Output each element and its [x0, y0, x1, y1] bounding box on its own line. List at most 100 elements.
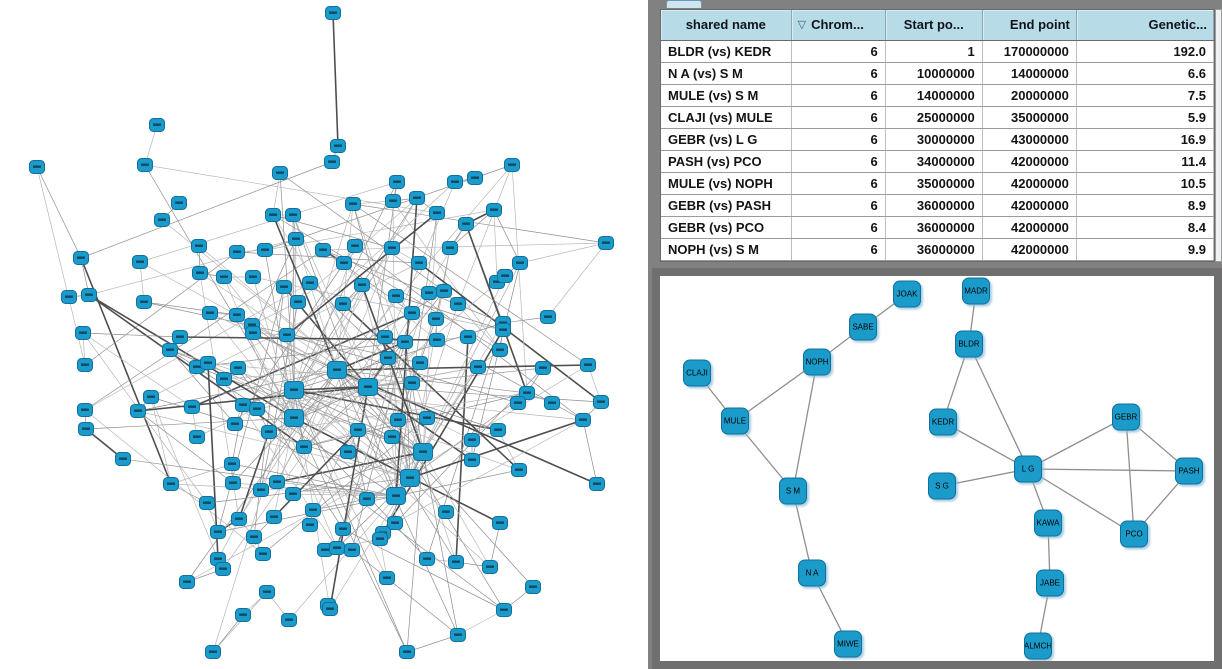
- overview-edge: [457, 164, 513, 305]
- network-edge-GEBR-PCO[interactable]: [1125, 416, 1135, 535]
- table-row[interactable]: NOPH (vs) S M 6 36000000 42000000 9.9: [661, 238, 1215, 261]
- table-cell: 9.9: [1076, 238, 1215, 261]
- network-node-SABE[interactable]: SABE: [849, 313, 877, 341]
- table-cell: 11.4: [1076, 150, 1215, 173]
- overview-edge: [293, 389, 584, 421]
- network-overview-panel[interactable]: [0, 0, 648, 669]
- network-node-ALMCH[interactable]: ALMCH: [1024, 632, 1052, 660]
- overview-node-label: [326, 607, 334, 610]
- table-row[interactable]: CLAJI (vs) MULE 6 25000000 35000000 5.9: [661, 106, 1215, 129]
- overview-edge: [395, 295, 504, 331]
- panel-tab-fragment[interactable]: [666, 0, 702, 8]
- overview-edge: [232, 417, 295, 484]
- overview-edge: [143, 301, 238, 316]
- network-node-JABE[interactable]: JABE: [1036, 569, 1064, 597]
- edge-attribute-table-panel: shared name ▽ Chrom... Start po... End point…: [660, 9, 1215, 262]
- overview-node-label: [250, 535, 258, 538]
- filter-icon[interactable]: ▽: [797, 19, 807, 32]
- overview-node-label: [257, 488, 265, 491]
- overview-node-label: [188, 405, 196, 408]
- overview-node-label: [403, 650, 411, 653]
- table-cell: NOPH (vs) S M: [661, 238, 792, 261]
- overview-node-label: [276, 171, 284, 174]
- overview-edge: [186, 451, 424, 583]
- overview-node-label: [384, 356, 392, 359]
- overview-node-label: [209, 650, 217, 653]
- table-row[interactable]: GEBR (vs) PCO 6 36000000 42000000 8.4: [661, 216, 1215, 239]
- overview-edge: [312, 498, 368, 511]
- table-row[interactable]: PASH (vs) PCO 6 34000000 42000000 11.4: [661, 150, 1215, 173]
- overview-edge: [336, 369, 598, 485]
- network-edge-LG-GEBR[interactable]: [1027, 416, 1127, 470]
- network-edge-LG-PCO[interactable]: [1027, 468, 1135, 535]
- network-edge-SM-NA[interactable]: [792, 490, 813, 574]
- column-header-chrom[interactable]: ▽ Chrom...: [791, 10, 886, 41]
- overview-edge: [273, 429, 359, 518]
- table-cell: CLAJI (vs) MULE: [661, 106, 792, 129]
- overview-node-label: [292, 237, 300, 240]
- network-node-MULE[interactable]: MULE: [721, 407, 749, 435]
- overview-edge: [293, 389, 491, 568]
- network-edge-SG-LG[interactable]: [941, 468, 1029, 487]
- overview-node-label: [306, 281, 314, 284]
- table-row[interactable]: N A (vs) S M 6 10000000 14000000 6.6: [661, 62, 1215, 85]
- table-row[interactable]: GEBR (vs) L G 6 30000000 43000000 16.9: [661, 128, 1215, 151]
- network-node-SM[interactable]: S M: [779, 477, 807, 505]
- network-node-KEDR[interactable]: KEDR: [929, 408, 957, 436]
- overview-edge: [293, 389, 499, 431]
- overview-node-label: [440, 289, 448, 292]
- table-row[interactable]: MULE (vs) NOPH 6 35000000 42000000 10.5: [661, 172, 1215, 195]
- overview-edge: [179, 336, 438, 341]
- overview-node-label: [289, 492, 297, 495]
- overview-edge: [519, 242, 607, 264]
- column-header-start-po[interactable]: Start po...: [885, 10, 983, 41]
- table-row[interactable]: GEBR (vs) PASH 6 36000000 42000000 8.9: [661, 194, 1215, 217]
- network-node-SG[interactable]: S G: [928, 472, 956, 500]
- overview-edge: [293, 203, 354, 391]
- network-node-LG[interactable]: L G: [1014, 455, 1042, 483]
- sub-network-canvas[interactable]: JOAK MADR SABE BLDR NOPH CLAJI MULE KEDR GEBR L G…: [660, 276, 1214, 661]
- column-header-genetic[interactable]: Genetic...: [1076, 10, 1215, 41]
- network-edge-KEDR-LG[interactable]: [942, 421, 1029, 470]
- overview-node-label: [167, 482, 175, 485]
- network-edge-LG-PASH[interactable]: [1027, 468, 1190, 472]
- network-edge-BLDR-LG[interactable]: [968, 343, 1029, 470]
- network-edge-NOPH-SM[interactable]: [792, 361, 818, 492]
- network-node-PASH[interactable]: PASH: [1175, 457, 1203, 485]
- overview-edge: [169, 349, 397, 497]
- overview-node-label: [82, 427, 90, 430]
- network-node-NOPH[interactable]: NOPH: [803, 348, 831, 376]
- overview-edge: [150, 396, 172, 485]
- overview-node-label: [515, 468, 523, 471]
- overview-edge: [409, 419, 584, 479]
- overview-node-label: [193, 435, 201, 438]
- overview-node-label: [214, 530, 222, 533]
- network-node-JOAK[interactable]: JOAK: [893, 280, 921, 308]
- overview-edge: [223, 276, 397, 497]
- overview-edge: [212, 389, 295, 653]
- column-header-end-point[interactable]: End point: [982, 10, 1077, 41]
- column-header-label: Genetic...: [1148, 17, 1207, 33]
- overview-node-label: [273, 480, 281, 483]
- table-row[interactable]: MULE (vs) S M 6 14000000 20000000 7.5: [661, 84, 1215, 107]
- table-scrollbar-track[interactable]: [1215, 9, 1222, 262]
- overview-node-label: [249, 331, 257, 334]
- overview-node-label: [290, 416, 298, 419]
- network-node-NA[interactable]: N A: [798, 559, 826, 587]
- network-node-PCO[interactable]: PCO: [1120, 520, 1148, 548]
- overview-node-label: [529, 585, 537, 588]
- network-node-MADR[interactable]: MADR: [962, 277, 990, 305]
- network-node-KAWA[interactable]: KAWA: [1034, 509, 1062, 537]
- network-node-CLAJI[interactable]: CLAJI: [683, 359, 711, 387]
- table-row[interactable]: BLDR (vs) KEDR 6 1 170000000 192.0: [661, 40, 1215, 63]
- overview-edge: [82, 332, 193, 408]
- network-node-BLDR[interactable]: BLDR: [955, 330, 983, 358]
- overview-node-label: [229, 481, 237, 484]
- overview-node-label: [285, 618, 293, 621]
- network-node-MIWE[interactable]: MIWE: [834, 630, 862, 658]
- overview-node-label: [494, 428, 502, 431]
- overview-node-label: [392, 294, 400, 297]
- table-cell: 6: [791, 216, 886, 239]
- network-node-GEBR[interactable]: GEBR: [1112, 403, 1140, 431]
- column-header-shared-name[interactable]: shared name: [661, 10, 792, 41]
